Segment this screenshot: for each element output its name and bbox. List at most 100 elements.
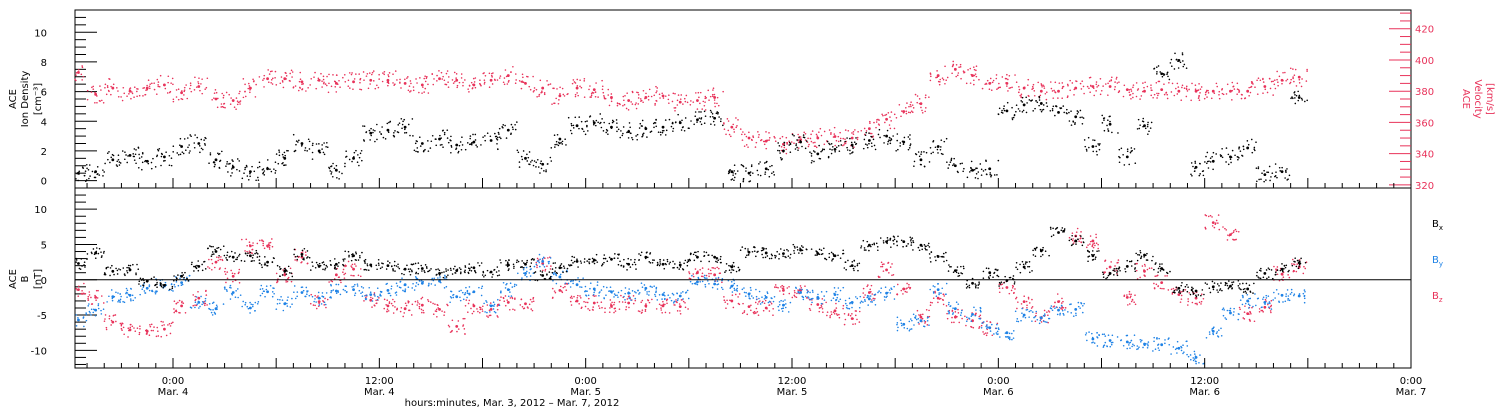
data-point-jitter [797,149,799,151]
data-point-jitter [83,282,85,285]
data-point-jitter [785,136,788,139]
data-point-jitter [1008,332,1011,335]
data-point-jitter [357,154,359,156]
data-point-jitter [1099,143,1101,145]
data-point-jitter [617,291,620,294]
data-point-jitter [743,310,746,312]
data-point-jitter [438,70,440,72]
data-point-jitter [390,287,393,290]
data-point-jitter [733,282,736,285]
data-point-jitter [1144,344,1146,346]
data-point [678,294,682,298]
data-point-jitter [1130,90,1133,92]
data-point-jitter [453,71,456,74]
data-point [558,94,562,98]
data-point-jitter [444,277,446,280]
data-point-jitter [856,318,858,321]
data-point-jitter [783,144,786,147]
data-point-jitter [923,320,926,322]
data-point-jitter [731,291,734,293]
data-point [1005,109,1009,113]
data-point-jitter [172,290,174,292]
data-point [403,81,407,85]
data-point-jitter [873,144,876,147]
data-point [764,296,768,299]
data-point-jitter [509,297,512,299]
data-point-jitter [451,319,454,322]
data-point-jitter [238,271,240,274]
data-point-jitter [617,128,620,131]
data-point-jitter [244,90,246,93]
data-point-jitter [1267,303,1269,306]
data-point-jitter [596,301,599,304]
data-point-jitter [991,323,993,326]
data-point-jitter [632,302,635,305]
data-point-jitter [205,86,208,89]
data-point-jitter [1004,332,1007,334]
data-point-jitter [960,312,963,314]
data-point-jitter [902,111,905,114]
data-point-jitter [99,100,101,102]
data-point-jitter [686,289,689,292]
data-point-jitter [388,292,391,295]
data-point-jitter [432,83,435,86]
data-point-jitter [381,126,383,128]
data-point-jitter [1284,300,1287,303]
data-point-jitter [308,294,311,297]
data-point-jitter [517,151,520,154]
data-point-jitter [1267,295,1270,297]
data-point-jitter [682,298,684,300]
data-point-jitter [564,285,566,288]
data-point-jitter [529,88,532,91]
data-point-jitter [836,293,839,296]
data-point-jitter [587,297,590,300]
data-point-jitter [374,129,376,132]
data-point-jitter [586,290,588,292]
data-point-jitter [572,282,574,285]
data-point-jitter [1237,318,1240,321]
data-point-jitter [696,108,699,110]
data-point-jitter [397,124,400,126]
data-point-jitter [1106,124,1108,127]
data-point-jitter [319,297,321,300]
data-point-jitter [508,79,510,82]
data-point-jitter [610,303,612,305]
data-point-jitter [555,140,558,143]
data-point-jitter [1039,108,1042,111]
data-point-jitter [93,253,96,256]
data-point-jitter [1156,71,1158,73]
data-point [696,99,699,102]
data-point-jitter [323,81,325,84]
data-point-jitter [522,150,525,152]
data-point [352,288,355,292]
data-point-jitter [479,308,482,311]
data-point-jitter [862,287,865,290]
data-point-jitter [501,126,503,128]
data-point-jitter [205,137,207,140]
data-point-jitter [189,82,192,85]
data-point-jitter [414,276,417,278]
data-point-jitter [995,74,998,76]
data-point-jitter [1020,95,1022,97]
data-point-jitter [1226,83,1229,86]
data-point-jitter [496,79,499,81]
data-point-jitter [458,144,461,147]
data-point-jitter [552,279,554,282]
data-point-jitter [144,93,146,96]
data-point-jitter [611,301,613,304]
data-point-jitter [435,144,438,147]
data-point-jitter [768,136,771,139]
data-point-jitter [618,102,621,105]
data-point-jitter [419,145,422,147]
data-point-jitter [726,118,729,120]
data-point-jitter [1286,78,1289,81]
data-point-jitter [588,88,590,91]
data-point-jitter [96,95,98,97]
data-point-jitter [489,304,491,306]
data-point-jitter [893,113,896,116]
data-point-jitter [569,129,572,132]
data-point-jitter [1225,93,1228,95]
data-point-jitter [1093,242,1096,245]
data-point-jitter [740,133,743,136]
data-point-jitter [579,295,581,297]
